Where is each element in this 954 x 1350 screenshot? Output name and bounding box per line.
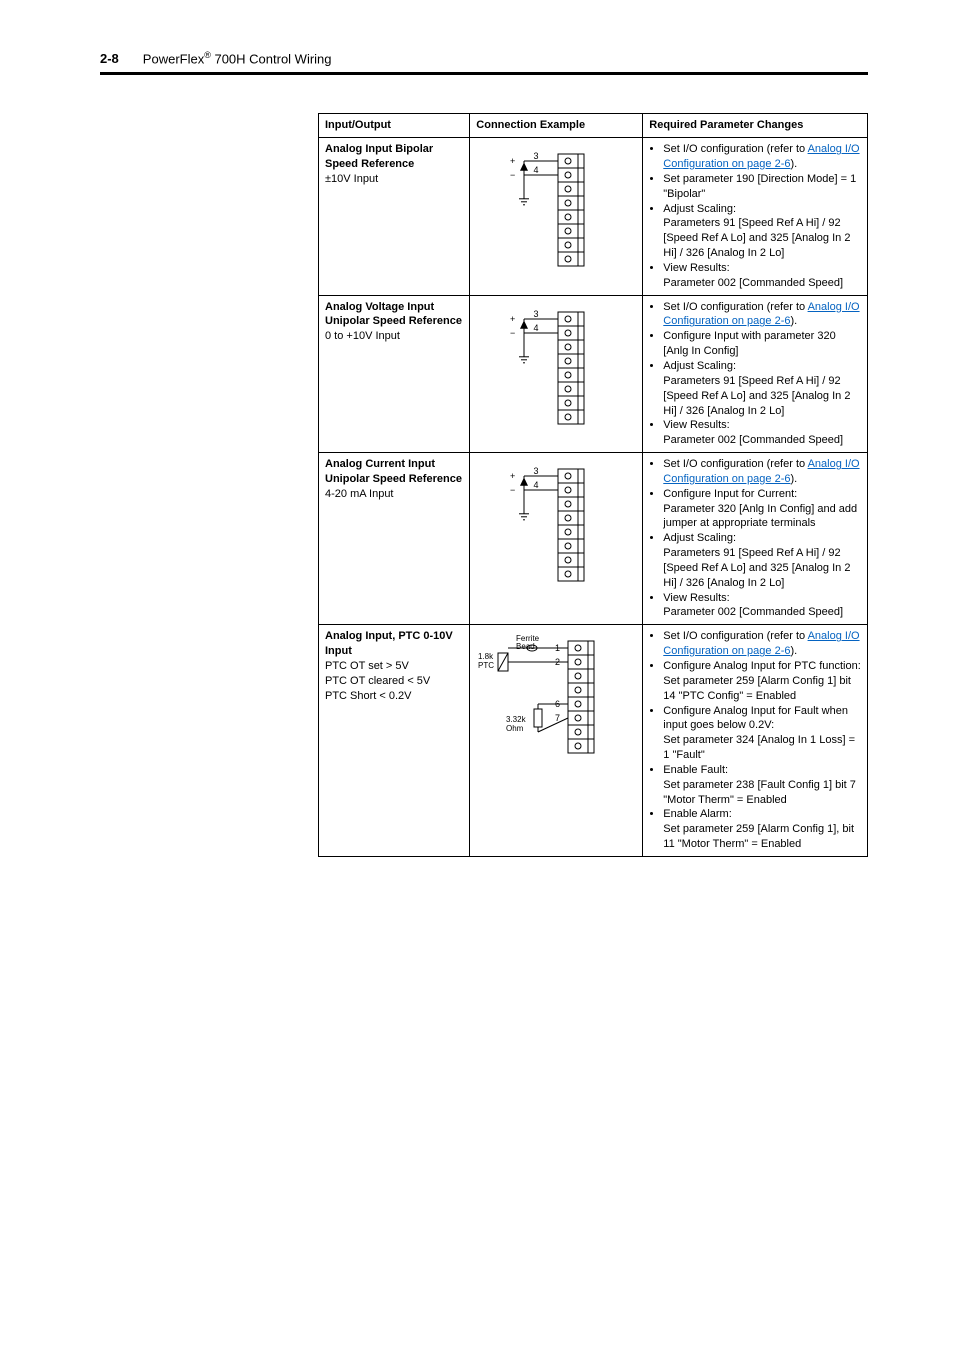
- page: 2-8 PowerFlex® 700H Control Wiring Input…: [0, 0, 954, 917]
- required-item: View Results:Parameter 002 [Commanded Sp…: [663, 591, 861, 621]
- required-item: View Results:Parameter 002 [Commanded Sp…: [663, 261, 861, 291]
- required-list: Set I/O configuration (refer to Analog I…: [649, 142, 861, 290]
- io-subtext: PTC OT cleared < 5V: [325, 675, 430, 687]
- required-item: Configure Analog Input for PTC function:…: [663, 659, 861, 704]
- svg-text:Ohm: Ohm: [506, 724, 524, 733]
- required-cell: Set I/O configuration (refer to Analog I…: [643, 138, 868, 295]
- io-cell: Analog Input, PTC 0-10V Input PTC OT set …: [319, 625, 470, 857]
- svg-text:3: 3: [534, 309, 539, 319]
- th-io: Input/Output: [319, 114, 470, 138]
- required-list: Set I/O configuration (refer to Analog I…: [649, 629, 861, 852]
- required-item: Configure Analog Input for Fault when in…: [663, 704, 861, 763]
- io-cell: Analog Current Input Unipolar Speed Refe…: [319, 453, 470, 625]
- svg-text:3: 3: [534, 151, 539, 161]
- wiring-diagram: 3 4 + −: [486, 148, 626, 280]
- table-header-row: Input/Output Connection Example Required…: [319, 114, 868, 138]
- required-item: Set parameter 190 [Direction Mode] = 1 "…: [663, 172, 861, 202]
- required-item: Set I/O configuration (refer to Analog I…: [663, 629, 861, 659]
- required-item: Adjust Scaling:Parameters 91 [Speed Ref …: [663, 359, 861, 418]
- io-subtext: PTC Short < 0.2V: [325, 690, 412, 702]
- required-item: Configure Input with parameter 320 [Anlg…: [663, 329, 861, 359]
- example-cell: 3 4 + −: [470, 295, 643, 452]
- svg-text:7: 7: [555, 713, 560, 723]
- io-title: Analog Voltage Input Unipolar Speed Refe…: [325, 301, 462, 328]
- required-item: Set I/O configuration (refer to Analog I…: [663, 457, 861, 487]
- svg-text:1.8k: 1.8k: [478, 652, 494, 661]
- table-row: Analog Input Bipolar Speed Reference ±10V…: [319, 138, 868, 295]
- th-required: Required Parameter Changes: [643, 114, 868, 138]
- required-item: Set I/O configuration (refer to Analog I…: [663, 142, 861, 172]
- example-cell: 3 4 + −: [470, 138, 643, 295]
- svg-text:3.32k: 3.32k: [506, 715, 527, 724]
- svg-text:PTC: PTC: [478, 661, 494, 670]
- svg-text:+: +: [510, 156, 515, 166]
- required-item: View Results:Parameter 002 [Commanded Sp…: [663, 418, 861, 448]
- svg-text:4: 4: [534, 323, 539, 333]
- io-title: Analog Input, PTC 0-10V Input: [325, 630, 453, 657]
- svg-text:−: −: [510, 485, 515, 495]
- io-cell: Analog Voltage Input Unipolar Speed Refe…: [319, 295, 470, 452]
- io-subtext: ±10V Input: [325, 173, 378, 185]
- svg-text:+: +: [510, 314, 515, 324]
- io-title: Analog Input Bipolar Speed Reference: [325, 143, 433, 170]
- table-row: Analog Input, PTC 0-10V Input PTC OT set …: [319, 625, 868, 857]
- io-title: Analog Current Input Unipolar Speed Refe…: [325, 458, 462, 485]
- io-subtext: PTC OT set > 5V: [325, 660, 409, 672]
- io-subtext: 0 to +10V Input: [325, 330, 400, 342]
- th-example: Connection Example: [470, 114, 643, 138]
- svg-text:3: 3: [534, 466, 539, 476]
- wiring-diagram: 3 4 + −: [486, 306, 626, 438]
- required-cell: Set I/O configuration (refer to Analog I…: [643, 625, 868, 857]
- svg-text:−: −: [510, 328, 515, 338]
- wiring-diagram: 3 4 + −: [486, 463, 626, 595]
- required-list: Set I/O configuration (refer to Analog I…: [649, 457, 861, 620]
- required-item: Adjust Scaling:Parameters 91 [Speed Ref …: [663, 202, 861, 261]
- required-item: Adjust Scaling:Parameters 91 [Speed Ref …: [663, 531, 861, 590]
- io-subtext: 4-20 mA Input: [325, 488, 394, 500]
- table-row: Analog Current Input Unipolar Speed Refe…: [319, 453, 868, 625]
- svg-text:4: 4: [534, 480, 539, 490]
- svg-text:Bead: Bead: [516, 642, 535, 651]
- svg-text:+: +: [510, 471, 515, 481]
- page-title: PowerFlex® 700H Control Wiring: [143, 50, 332, 66]
- required-cell: Set I/O configuration (refer to Analog I…: [643, 453, 868, 625]
- svg-text:4: 4: [534, 165, 539, 175]
- example-cell: 1267FerriteBead1.8kPTC3.32kOhm: [470, 625, 643, 857]
- required-cell: Set I/O configuration (refer to Analog I…: [643, 295, 868, 452]
- required-item: Configure Input for Current:Parameter 32…: [663, 487, 861, 532]
- example-cell: 3 4 + −: [470, 453, 643, 625]
- svg-text:−: −: [510, 170, 515, 180]
- header-rule: [100, 72, 868, 75]
- page-number: 2-8: [100, 51, 119, 66]
- required-item: Enable Alarm:Set parameter 259 [Alarm Co…: [663, 807, 861, 852]
- table-row: Analog Voltage Input Unipolar Speed Refe…: [319, 295, 868, 452]
- required-item: Enable Fault:Set parameter 238 [Fault Co…: [663, 763, 861, 808]
- required-item: Set I/O configuration (refer to Analog I…: [663, 300, 861, 330]
- required-list: Set I/O configuration (refer to Analog I…: [649, 300, 861, 448]
- io-cell: Analog Input Bipolar Speed Reference ±10V…: [319, 138, 470, 295]
- wiring-diagram-ptc: 1267FerriteBead1.8kPTC3.32kOhm: [476, 635, 636, 763]
- page-header: 2-8 PowerFlex® 700H Control Wiring: [100, 50, 868, 66]
- io-table: Input/Output Connection Example Required…: [318, 113, 868, 857]
